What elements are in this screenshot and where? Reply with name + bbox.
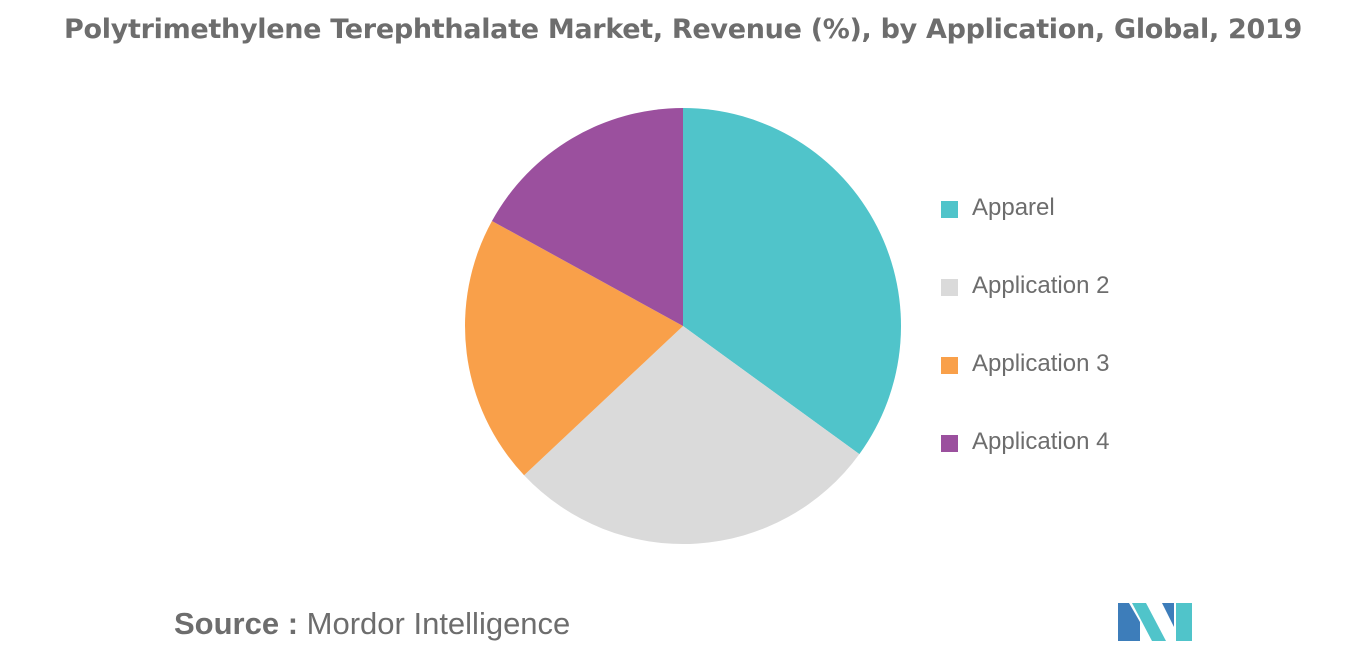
legend-swatch [941, 201, 958, 218]
chart-title: Polytrimethylene Terephthalate Market, R… [64, 14, 1302, 45]
legend-swatch [941, 279, 958, 296]
legend-label: Application 4 [972, 428, 1110, 455]
source-label: Source : [174, 606, 299, 641]
legend-label: Apparel [972, 194, 1055, 221]
pie-slice-application-4 [491, 108, 683, 326]
pie-slice-apparel [683, 108, 902, 455]
legend-swatch [941, 435, 958, 452]
mordor-intelligence-logo-icon [1118, 603, 1192, 641]
legend-swatch [941, 357, 958, 374]
logo-shape-right-a [1162, 603, 1174, 627]
logo-shape-middle [1132, 603, 1166, 641]
legend-label: Application 2 [972, 272, 1110, 299]
legend-label: Application 3 [972, 350, 1110, 377]
pie-slice-application-3 [465, 220, 683, 476]
logo-shape-left [1118, 603, 1140, 641]
source-text: Mordor Intelligence [306, 606, 571, 641]
source-note: Source : Mordor Intelligence [174, 606, 570, 642]
logo-shape-right-b [1176, 603, 1192, 641]
pie-slice-application-2 [524, 326, 860, 545]
